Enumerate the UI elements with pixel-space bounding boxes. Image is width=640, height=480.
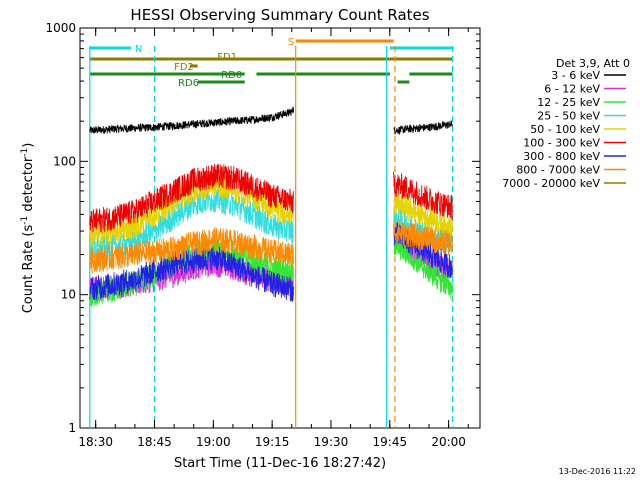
flag-label-fd1: FD1 [217, 52, 237, 63]
legend-label: 3 - 6 keV [551, 69, 600, 82]
legend-label: 7000 - 20000 keV [502, 177, 600, 190]
flag-label-n: N [135, 44, 142, 55]
x-axis-label: Start Time (11-Dec-16 18:27:42) [174, 456, 386, 471]
x-tick-label: 19:45 [373, 435, 408, 449]
legend-label: 300 - 800 keV [523, 150, 600, 163]
x-tick-label: 19:15 [255, 435, 290, 449]
chart-title: HESSI Observing Summary Count Rates [130, 6, 429, 24]
series-line [89, 246, 294, 303]
x-tick-label: 19:00 [196, 435, 231, 449]
flag-label-rd0: RD0 [221, 70, 242, 81]
y-tick-label: 10 [61, 288, 76, 302]
y-tick-label: 100 [53, 154, 76, 168]
axes: 18:30 18:45 19:00 19:15 19:30 19:45 20:00 1 10 10… [45, 21, 480, 449]
observing-flag-bars: N S FD1 FD2 RD0 RD6 [89, 37, 453, 89]
flag-label-rd6: RD6 [178, 78, 199, 89]
flag-label-s: S [288, 37, 294, 48]
legend-header: Det 3,9, Att 0 [556, 57, 630, 70]
plot-frame [79, 27, 481, 429]
series-line [89, 226, 294, 275]
legend-label: 12 - 25 keV [537, 96, 600, 109]
count-rate-series [89, 106, 453, 307]
series-line [393, 192, 453, 239]
legend-label: 6 - 12 keV [544, 83, 600, 96]
legend-label: 50 - 100 keV [530, 123, 600, 136]
y-axis-label: Count Rate (s-1 detector-1) [20, 143, 36, 314]
series-line [89, 106, 294, 134]
series-line [393, 120, 453, 136]
x-tick-label: 18:30 [78, 435, 113, 449]
flag-label-fd2: FD2 [174, 62, 194, 73]
series-line [393, 232, 453, 301]
legend-label: 25 - 50 keV [537, 110, 600, 123]
y-tick-label: 1000 [45, 21, 76, 35]
legend-label: 800 - 7000 keV [516, 164, 600, 177]
series-line [393, 220, 453, 256]
y-tick-label: 1 [68, 421, 76, 435]
footer-date: 13-Dec-2016 11:22 [559, 467, 636, 476]
legend-label: 100 - 300 keV [523, 137, 600, 150]
x-tick-label: 18:45 [137, 435, 172, 449]
series-line [393, 171, 453, 221]
x-tick-label: 20:00 [431, 435, 466, 449]
x-tick-label: 19:30 [314, 435, 349, 449]
series-line [89, 163, 294, 233]
